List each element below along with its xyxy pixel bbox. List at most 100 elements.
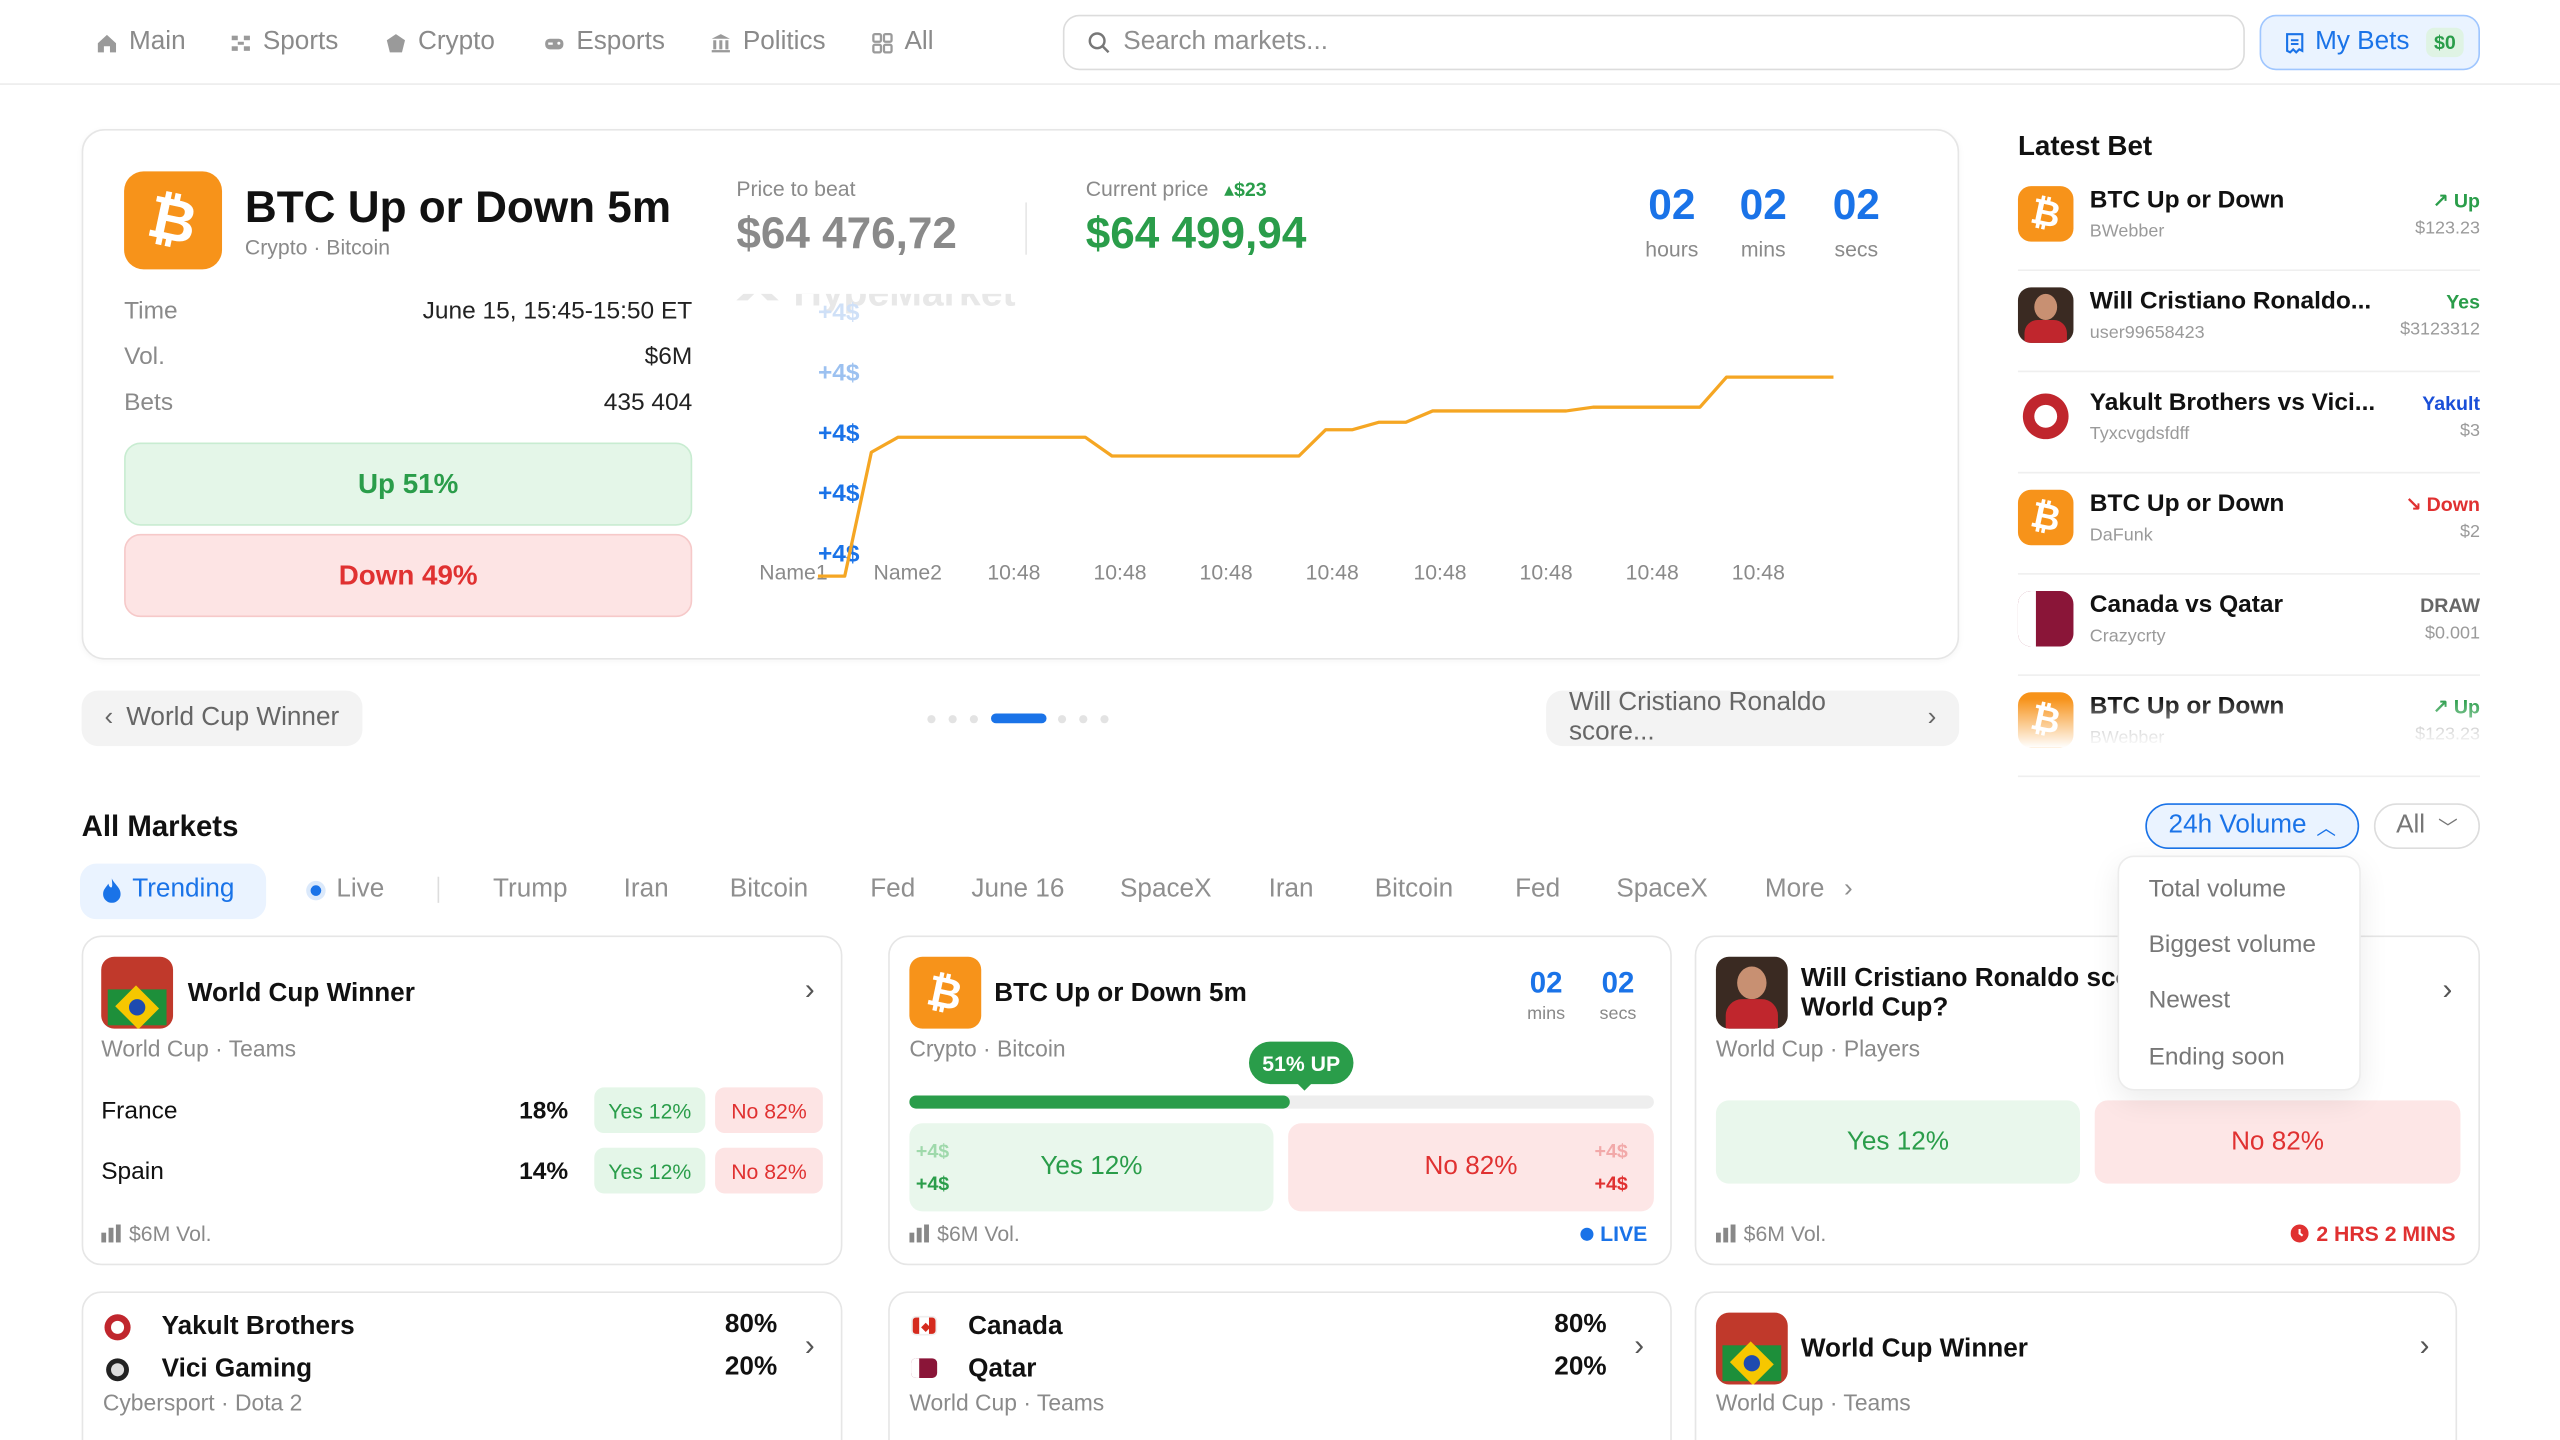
tab-spacex-2[interactable]: SpaceX: [1616, 875, 1708, 903]
x-tick-label: 10:48: [1626, 562, 1679, 585]
pager-dot[interactable]: [969, 715, 978, 724]
nav-crypto[interactable]: Crypto: [385, 26, 495, 59]
latest-bet-side-text: DRAW: [2420, 594, 2480, 618]
crypto-icon: [386, 33, 406, 52]
canada-sub1: World Cup: [909, 1389, 1017, 1416]
filter-dropdown[interactable]: All ﹀: [2373, 803, 2480, 849]
tab-spacex[interactable]: SpaceX: [1120, 875, 1212, 903]
bet-down-button[interactable]: Down 49%: [124, 533, 693, 618]
search-bar[interactable]: [1062, 14, 2245, 71]
sort-option-total-volume[interactable]: Total volume: [2148, 875, 2287, 903]
sort-option-ending-soon[interactable]: Ending soon: [2148, 1043, 2285, 1072]
btc-yes-button[interactable]: Yes 12% +4$ +4$: [909, 1123, 1274, 1212]
latest-bet-user: Tyxcvgdsfdff: [2089, 424, 2190, 445]
bets-label: Bets: [124, 388, 174, 417]
search-input[interactable]: [1123, 27, 2164, 58]
sort-option-biggest-volume[interactable]: Biggest volume: [2148, 930, 2317, 959]
tab-bitcoin-2[interactable]: Bitcoin: [1374, 875, 1454, 903]
latest-bet-side-text: Yakult: [2422, 391, 2480, 415]
wc-sub1: World Cup: [101, 1035, 209, 1062]
wc-yes-button[interactable]: Yes 12%: [594, 1087, 706, 1134]
wc-no-button[interactable]: No 82%: [715, 1087, 823, 1134]
pager-dot[interactable]: [1057, 715, 1067, 724]
bitcoin-logo-icon: ₿: [2017, 489, 2074, 546]
featured-category-name: Crypto: [244, 235, 308, 260]
featured-category: Crypto · Bitcoin: [244, 235, 391, 260]
tab-more[interactable]: More ›: [1765, 873, 1853, 906]
btc-no-button[interactable]: No 82% +4$ +4$: [1288, 1123, 1654, 1212]
market-card-ronaldo[interactable]: Will Cristiano Ronaldo score World Cup? …: [1694, 935, 2480, 1266]
pager-dot[interactable]: [927, 715, 936, 724]
sort-dropdown[interactable]: 24h Volume ︿: [2145, 803, 2360, 849]
qatar-flag-icon: [2017, 591, 2074, 647]
latest-bet-row[interactable]: Will Cristiano Ronaldo... user99658423 Yes…: [2017, 278, 2480, 373]
pager-dot[interactable]: [1100, 715, 1109, 724]
nav-all[interactable]: All: [872, 26, 934, 59]
latest-bet-title: BTC Up or Down: [2089, 186, 2285, 214]
bank-icon: [711, 33, 730, 52]
timer-hours: 02 hours: [1626, 180, 1717, 262]
chevron-right-icon: ›: [1634, 1328, 1645, 1362]
latest-bet-row[interactable]: ₿ BTC Up or Down BWebber ↗Up $123.23: [2017, 176, 2480, 272]
market-card-canada-qatar[interactable]: Canada 80% Qatar 20% World Cup · Teams ›: [888, 1291, 1672, 1440]
wc-no-button[interactable]: No 82%: [715, 1147, 823, 1194]
ronaldo-volume: $6M Vol.: [1715, 1221, 1826, 1246]
tab-fed-2[interactable]: Fed: [1515, 875, 1561, 903]
bet-up-button[interactable]: Up 51%: [124, 442, 693, 526]
pager-dot[interactable]: [1079, 715, 1088, 724]
ronaldo-time-left-text: 2 HRS 2 MINS: [2316, 1221, 2456, 1246]
vol-label: Vol.: [124, 342, 165, 371]
latest-bet-amount: $2: [2460, 522, 2480, 543]
x-tick-label: 10:48: [987, 562, 1040, 585]
tabs-divider: [437, 876, 440, 903]
market-card-world-cup[interactable]: World Cup Winner World Cup · Teams › Fra…: [81, 935, 843, 1266]
tab-fed[interactable]: Fed: [870, 875, 916, 903]
pager-dot[interactable]: [948, 715, 957, 724]
my-bets-button[interactable]: My Bets $0: [2259, 14, 2480, 71]
tab-bitcoin[interactable]: Bitcoin: [729, 875, 809, 903]
tab-trump[interactable]: Trump: [493, 875, 568, 903]
tab-june-16[interactable]: June 16: [971, 875, 1065, 903]
latest-bet-row[interactable]: ₿ BTC Up or Down DaFunk ↘ Down $2: [2017, 480, 2480, 575]
nav-sports[interactable]: Sports: [230, 26, 338, 59]
latest-bets-title: Latest Bet: [2017, 130, 2153, 162]
market-card-yakult-vici[interactable]: Yakult Brothers 80% Vici Gaming 20% Cybe…: [81, 1291, 843, 1440]
pager-dot-active[interactable]: [991, 713, 1047, 724]
yakult-team2: Vici Gaming: [161, 1355, 313, 1383]
market-card-btc[interactable]: ₿ BTC Up or Down 5m Crypto · Bitcoin 02 …: [888, 935, 1672, 1266]
wc-volume: $6M Vol.: [101, 1221, 212, 1246]
sort-option-newest[interactable]: Newest: [2148, 986, 2231, 1014]
wc-yes-button[interactable]: Yes 12%: [594, 1147, 706, 1194]
x-tick-label: Name2: [874, 562, 942, 585]
nav-esports[interactable]: Esports: [544, 26, 665, 59]
grid-icon: [872, 32, 893, 53]
next-market-button[interactable]: Will Cristiano Ronaldo score... ›: [1546, 689, 1960, 747]
ronaldo-no-button[interactable]: No 82%: [2094, 1100, 2461, 1184]
chevron-left-icon: ‹: [104, 703, 114, 732]
latest-bet-row[interactable]: Yakult Brothers vs Vici... Tyxcvgdsfdff Ya…: [2017, 379, 2480, 474]
chevron-right-icon: ›: [2419, 1328, 2430, 1362]
timer-hours-label: hours: [1645, 236, 1699, 262]
time-value: June 15, 15:45-15:50 ET: [422, 297, 693, 325]
market-card-world-cup-2[interactable]: World Cup Winner World Cup · Teams ›: [1694, 1291, 2458, 1440]
wc2-sub1: World Cup: [1715, 1389, 1824, 1416]
bitcoin-logo-icon: ₿: [2017, 186, 2074, 242]
nav-main[interactable]: Main: [96, 26, 186, 59]
canada-flag-icon: [911, 1315, 938, 1336]
live-dot-icon: [306, 880, 326, 900]
nav-politics[interactable]: Politics: [710, 26, 826, 59]
latest-bet-row[interactable]: Canada vs Qatar Crazycrty DRAW $0.001: [2017, 581, 2480, 676]
tab-live[interactable]: Live: [305, 873, 384, 906]
wc-row-pct: 14%: [519, 1157, 569, 1186]
tab-iran[interactable]: Iran: [623, 875, 669, 903]
chevron-right-icon: ›: [804, 1328, 815, 1362]
chevron-up-icon: ︿: [2316, 815, 2336, 839]
btc-volume: $6M Vol.: [909, 1221, 1020, 1246]
tab-trending[interactable]: Trending: [101, 873, 234, 906]
wc2-card-title: World Cup Winner: [1800, 1335, 2028, 1364]
tab-iran-2[interactable]: Iran: [1268, 875, 1314, 903]
prev-market-button[interactable]: ‹ World Cup Winner: [81, 690, 363, 747]
latest-bet-title: Canada vs Qatar: [2089, 591, 2284, 619]
ronaldo-yes-button[interactable]: Yes 12%: [1715, 1100, 2080, 1184]
